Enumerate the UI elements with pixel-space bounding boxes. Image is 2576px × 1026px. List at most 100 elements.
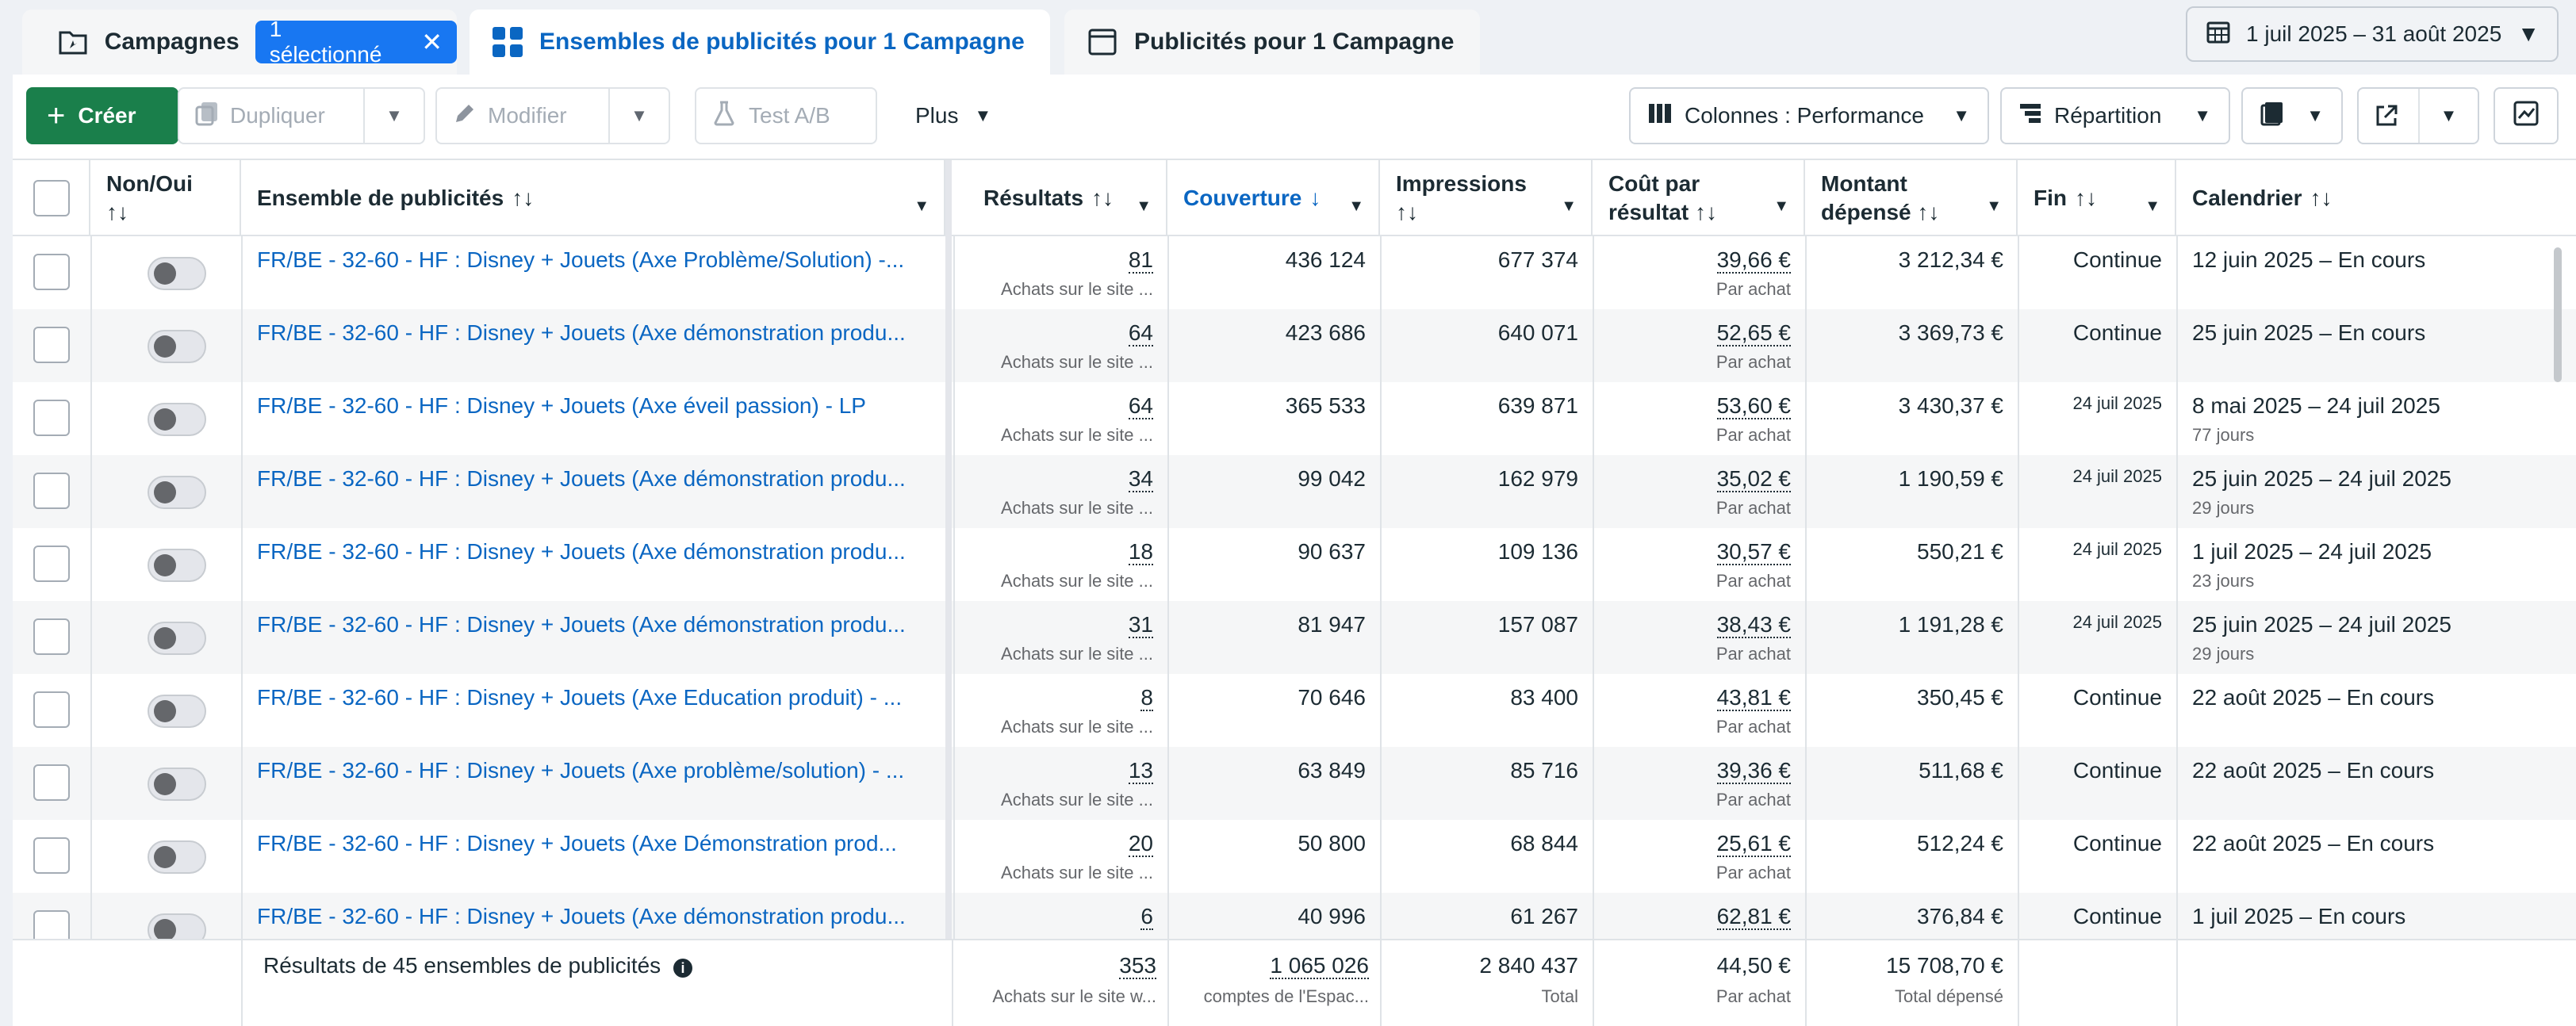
row-toggle[interactable] <box>148 768 206 801</box>
header-schedule[interactable]: Calendrier ↑↓ <box>2176 160 2576 236</box>
header-impressions[interactable]: Impressions ↑↓ ▼ <box>1380 160 1593 236</box>
table-row[interactable]: FR/BE - 32-60 - HF : Disney + Jouets (Ax… <box>13 893 2576 939</box>
adset-name-link[interactable]: FR/BE - 32-60 - HF : Disney + Jouets (Ax… <box>257 904 906 928</box>
column-divider <box>1805 893 1807 939</box>
toggle-knob <box>154 408 176 431</box>
table-row[interactable]: FR/BE - 32-60 - HF : Disney + Jouets (Ax… <box>13 747 2576 820</box>
row-toggle[interactable] <box>148 913 206 939</box>
column-divider <box>1380 236 1382 309</box>
row-toggle[interactable] <box>148 403 206 436</box>
column-divider <box>2018 309 2019 382</box>
export-button[interactable]: ▼ <box>2357 87 2479 144</box>
row-checkbox[interactable] <box>33 546 70 582</box>
column-divider <box>953 820 955 893</box>
edit-button[interactable]: Modifier ▼ <box>435 87 670 144</box>
header-name-label: Ensemble de publicités <box>257 186 504 210</box>
table-row[interactable]: FR/BE - 32-60 - HF : Disney + Jouets (Ax… <box>13 601 2576 674</box>
cost-sub: Par achat <box>1715 863 1791 882</box>
tab-adsets[interactable]: Ensembles de publicités pour 1 Campagne <box>470 10 1050 75</box>
header-cost[interactable]: Coût par résultat ↑↓ ▼ <box>1593 160 1805 236</box>
info-icon[interactable]: i <box>673 959 692 978</box>
adset-name-link[interactable]: FR/BE - 32-60 - HF : Disney + Jouets (Ax… <box>257 831 897 856</box>
chart-button[interactable] <box>2494 87 2559 144</box>
date-range-picker[interactable]: 1 juil 2025 – 31 août 2025 ▼ <box>2186 6 2559 62</box>
tab-campaigns-label: Campagnes <box>104 29 240 55</box>
adset-name-link[interactable]: FR/BE - 32-60 - HF : Disney + Jouets (Ax… <box>257 466 906 491</box>
row-checkbox[interactable] <box>33 691 70 728</box>
row-checkbox[interactable] <box>33 837 70 874</box>
row-toggle[interactable] <box>148 695 206 728</box>
row-toggle[interactable] <box>148 257 206 290</box>
create-button[interactable]: + Créer <box>26 87 178 144</box>
table-row[interactable]: FR/BE - 32-60 - HF : Disney + Jouets (Ax… <box>13 455 2576 528</box>
edit-dropdown[interactable]: ▼ <box>608 89 669 143</box>
adset-name-link[interactable]: FR/BE - 32-60 - HF : Disney + Jouets (Ax… <box>257 247 905 272</box>
table-row[interactable]: FR/BE - 32-60 - HF : Disney + Jouets (Ax… <box>13 382 2576 455</box>
main-panel: + Créer Dupliquer ▼ Modifier ▼ <box>13 75 2576 1026</box>
duplicate-dropdown[interactable]: ▼ <box>363 89 424 143</box>
column-divider <box>90 382 92 455</box>
adset-name-link[interactable]: FR/BE - 32-60 - HF : Disney + Jouets (Ax… <box>257 393 866 418</box>
column-divider <box>90 893 92 939</box>
column-divider <box>241 309 243 382</box>
adset-name-link[interactable]: FR/BE - 32-60 - HF : Disney + Jouets (Ax… <box>257 612 906 637</box>
tab-campaigns[interactable]: Campagnes 1 sélectionné ✕ <box>22 10 457 75</box>
more-button[interactable]: Plus ▼ <box>901 87 1004 144</box>
adset-name-link[interactable]: FR/BE - 32-60 - HF : Disney + Jouets (Ax… <box>257 539 906 564</box>
table-row[interactable]: FR/BE - 32-60 - HF : Disney + Jouets (Ax… <box>13 236 2576 309</box>
header-spent[interactable]: Montant dépensé ↑↓ ▼ <box>1805 160 2018 236</box>
table-row[interactable]: FR/BE - 32-60 - HF : Disney + Jouets (Ax… <box>13 820 2576 893</box>
row-toggle[interactable] <box>148 476 206 509</box>
table-row[interactable]: FR/BE - 32-60 - HF : Disney + Jouets (Ax… <box>13 528 2576 601</box>
plus-icon: + <box>47 98 66 133</box>
row-checkbox[interactable] <box>33 764 70 801</box>
footer-cost-sub: Par achat <box>1715 986 1791 1006</box>
column-divider <box>2018 601 2019 674</box>
footer-reach: 1 065 026 comptes de l'Espac... <box>1167 940 1380 1026</box>
reports-button[interactable]: ▼ <box>2241 87 2343 144</box>
duplicate-button[interactable]: Dupliquer ▼ <box>178 87 425 144</box>
header-toggle[interactable]: Non/Oui ↑↓ <box>90 160 241 236</box>
header-end[interactable]: Fin ↑↓ ▼ <box>2018 160 2176 236</box>
row-toggle[interactable] <box>148 840 206 874</box>
reach-value: 50 800 <box>1298 831 1366 856</box>
vertical-scrollbar[interactable] <box>2554 247 2562 382</box>
row-checkbox[interactable] <box>33 473 70 509</box>
header-results[interactable]: Résultats ↑↓ ▼ <box>953 160 1167 236</box>
adset-name-link[interactable]: FR/BE - 32-60 - HF : Disney + Jouets (Ax… <box>257 320 906 345</box>
close-icon[interactable]: ✕ <box>421 28 443 56</box>
columns-button[interactable]: Colonnes : Performance ▼ <box>1629 87 1989 144</box>
row-checkbox[interactable] <box>33 910 70 939</box>
row-toggle-cell <box>90 601 241 674</box>
row-toggle[interactable] <box>148 622 206 655</box>
grid-icon <box>490 25 525 59</box>
table-row[interactable]: FR/BE - 32-60 - HF : Disney + Jouets (Ax… <box>13 674 2576 747</box>
toolbar: + Créer Dupliquer ▼ Modifier ▼ <box>13 75 2576 159</box>
row-checkbox[interactable] <box>33 400 70 436</box>
frozen-column-divider[interactable] <box>945 160 952 1026</box>
toggle-knob <box>154 846 176 868</box>
end-value: Continue <box>2072 685 2162 710</box>
row-toggle[interactable] <box>148 330 206 363</box>
row-checkbox[interactable] <box>33 254 70 290</box>
adset-name-link[interactable]: FR/BE - 32-60 - HF : Disney + Jouets (Ax… <box>257 685 903 710</box>
adset-name-link[interactable]: FR/BE - 32-60 - HF : Disney + Jouets (Ax… <box>257 758 905 783</box>
table-row[interactable]: FR/BE - 32-60 - HF : Disney + Jouets (Ax… <box>13 309 2576 382</box>
selected-badge[interactable]: 1 sélectionné ✕ <box>255 17 457 67</box>
row-checkbox[interactable] <box>33 327 70 363</box>
export-dropdown[interactable]: ▼ <box>2418 89 2478 143</box>
row-checkbox[interactable] <box>33 618 70 655</box>
column-divider <box>241 674 243 747</box>
results-sub: Achats sur le site ... <box>1001 425 1153 445</box>
row-toggle[interactable] <box>148 549 206 582</box>
breakdown-button[interactable]: Répartition ▼ <box>2000 87 2230 144</box>
footer-impressions-value: 2 840 437 <box>1479 953 1578 978</box>
column-divider <box>241 528 243 601</box>
header-name[interactable]: Ensemble de publicités ↑↓ ▼ <box>241 160 945 236</box>
column-divider <box>953 309 955 382</box>
select-all-checkbox[interactable] <box>33 180 70 216</box>
ab-test-button[interactable]: Test A/B <box>695 87 877 144</box>
column-divider <box>1167 601 1169 674</box>
tab-ads[interactable]: Publicités pour 1 Campagne <box>1064 10 1480 75</box>
header-reach[interactable]: Couverture ↓ ▼ <box>1167 160 1380 236</box>
